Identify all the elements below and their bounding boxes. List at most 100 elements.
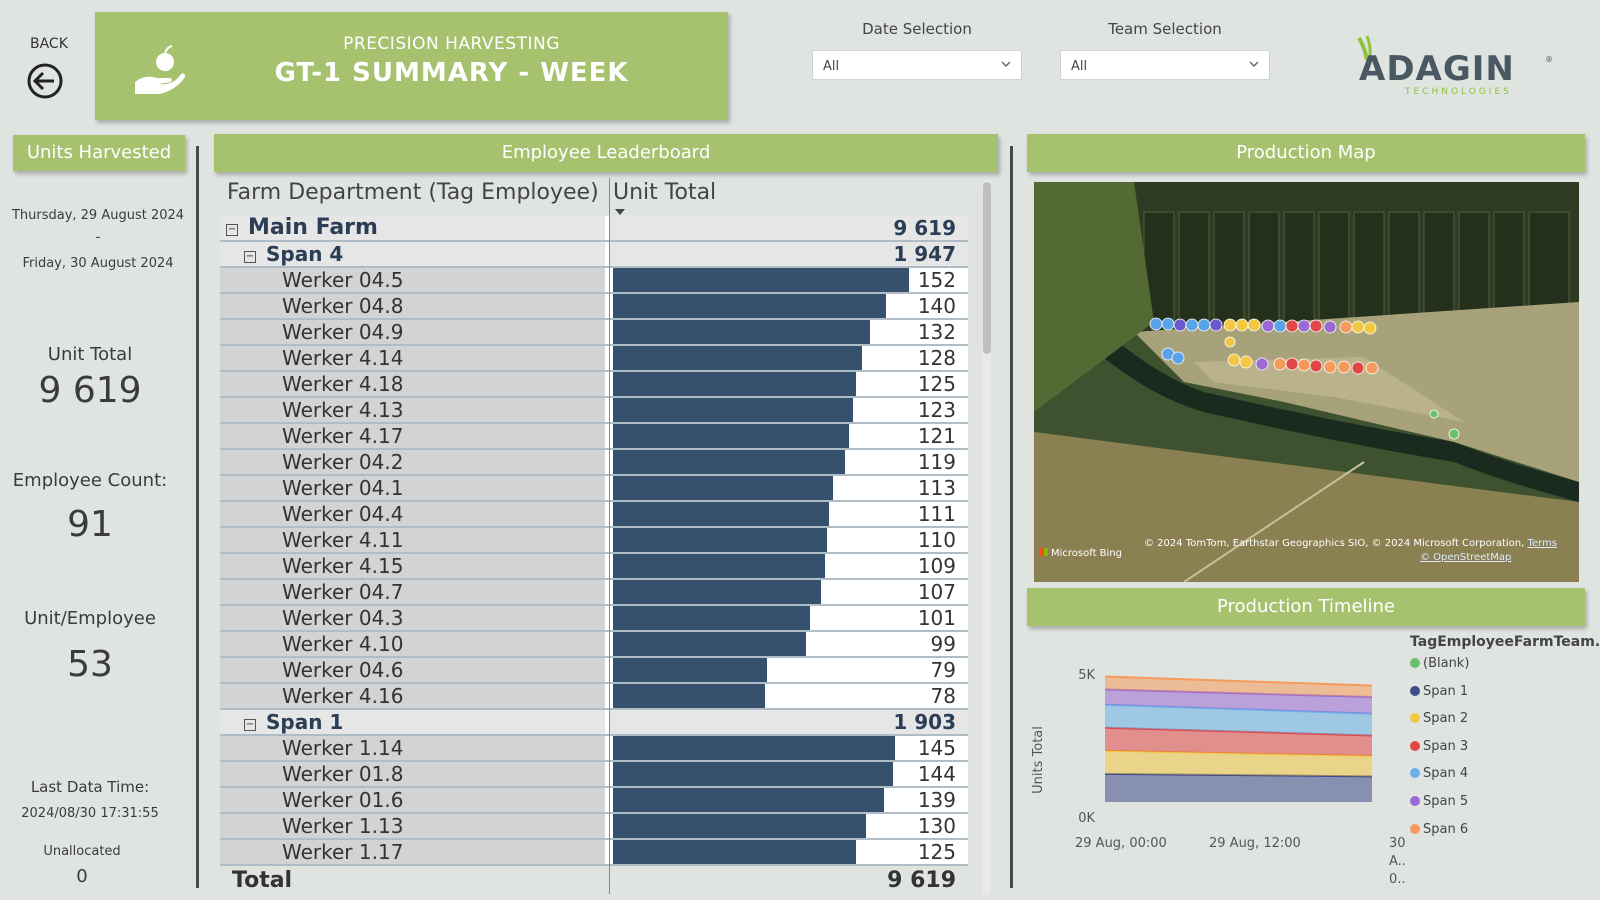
date-separator: - — [95, 230, 101, 245]
row-value: 125 — [917, 372, 956, 396]
employee-leaderboard-table[interactable]: Farm Department (Tag Employee) Unit Tota… — [220, 178, 978, 894]
employee-leaderboard-header: Employee Leaderboard — [214, 134, 998, 172]
group-row[interactable]: − Span 1 1 903 — [220, 710, 968, 736]
unit-total-bar — [613, 346, 862, 370]
unit-total-bar — [613, 320, 870, 344]
table-row[interactable]: Werker 01.6 139 — [220, 788, 968, 814]
table-row[interactable]: Werker 04.1 113 — [220, 476, 968, 502]
row-label: Werker 4.18 — [282, 372, 404, 396]
row-value-cell: 107 — [609, 580, 968, 604]
row-name: Werker 04.3 — [220, 606, 605, 630]
legend-item[interactable]: (Blank) — [1410, 656, 1469, 671]
legend-item[interactable]: Span 3 — [1410, 739, 1468, 754]
map-terms-link[interactable]: Terms — [1527, 538, 1557, 549]
row-name: Werker 04.9 — [220, 320, 605, 344]
row-value: 113 — [917, 476, 956, 500]
row-label: Werker 04.4 — [282, 502, 404, 526]
row-value: 132 — [917, 320, 956, 344]
row-value-cell: 144 — [609, 762, 968, 786]
sort-descending-icon[interactable] — [614, 208, 626, 216]
group-row[interactable]: − Main Farm 9 619 — [220, 216, 968, 242]
row-value-cell: 99 — [609, 632, 968, 656]
table-row[interactable]: Werker 4.16 78 — [220, 684, 968, 710]
row-label: Main Farm — [248, 215, 378, 240]
collapse-icon[interactable]: − — [244, 719, 256, 731]
column-header-farm-department[interactable]: Farm Department (Tag Employee) — [227, 180, 599, 205]
table-row[interactable]: Werker 04.4 111 — [220, 502, 968, 528]
legend-item[interactable]: Span 2 — [1410, 711, 1468, 726]
table-row[interactable]: Werker 1.14 145 — [220, 736, 968, 762]
table-row[interactable]: Werker 4.14 128 — [220, 346, 968, 372]
row-value-cell: 111 — [609, 502, 968, 526]
collapse-icon[interactable]: − — [226, 224, 238, 236]
row-value-cell: 113 — [609, 476, 968, 500]
row-value-cell: 1 947 — [609, 242, 968, 266]
table-row[interactable]: Werker 04.6 79 — [220, 658, 968, 684]
date-to: Friday, 30 August 2024 — [22, 256, 174, 271]
leaderboard-scrollbar-thumb[interactable] — [983, 182, 991, 354]
row-label: Werker 4.11 — [282, 528, 404, 552]
table-row[interactable]: Werker 04.8 140 — [220, 294, 968, 320]
leaderboard-scrollbar[interactable] — [983, 180, 991, 895]
table-row[interactable]: Werker 01.8 144 — [220, 762, 968, 788]
row-value-cell: 132 — [609, 320, 968, 344]
unit-total-bar — [613, 788, 884, 812]
legend-marker — [1410, 796, 1420, 806]
title-banner: PRECISION HARVESTING GT-1 SUMMARY - WEEK — [95, 12, 728, 120]
osm-link[interactable]: © OpenStreetMap — [1420, 552, 1512, 563]
table-row[interactable]: Werker 4.11 110 — [220, 528, 968, 554]
table-row[interactable]: Werker 04.3 101 — [220, 606, 968, 632]
table-row[interactable]: Werker 4.18 125 — [220, 372, 968, 398]
table-row[interactable]: Werker 1.17 125 — [220, 840, 968, 866]
date-selection-dropdown[interactable]: All — [812, 50, 1022, 80]
row-name: Werker 4.18 — [220, 372, 605, 396]
row-value: 123 — [917, 398, 956, 422]
group-row[interactable]: − Span 4 1 947 — [220, 242, 968, 268]
legend-item[interactable]: Span 6 — [1410, 822, 1468, 837]
row-label: Werker 04.9 — [282, 320, 404, 344]
legend-item[interactable]: Span 4 — [1410, 766, 1468, 781]
table-row[interactable]: Werker 4.10 99 — [220, 632, 968, 658]
date-from: Thursday, 29 August 2024 — [11, 208, 185, 223]
row-value-cell: 130 — [609, 814, 968, 838]
team-selection-label: Team Selection — [1108, 20, 1222, 38]
units-harvested-header: Units Harvested — [13, 135, 185, 171]
unit-total-bar — [613, 814, 866, 838]
table-row[interactable]: Werker 04.2 119 — [220, 450, 968, 476]
row-name: Werker 4.15 — [220, 554, 605, 578]
row-label: Werker 4.13 — [282, 398, 404, 422]
table-row[interactable]: Werker 1.13 130 — [220, 814, 968, 840]
row-value: 144 — [917, 762, 956, 786]
production-timeline-chart[interactable]: Units Total 5K 0K 29 Aug, 00:00 29 Aug, … — [1027, 640, 1407, 900]
dashboard-subtitle: PRECISION HARVESTING — [343, 34, 560, 54]
row-name: Werker 04.7 — [220, 580, 605, 604]
legend-label: Span 2 — [1423, 711, 1469, 727]
row-value-cell: 9 619 — [609, 216, 968, 240]
back-button[interactable] — [26, 62, 64, 100]
table-row[interactable]: Werker 4.13 123 — [220, 398, 968, 424]
row-value-cell: 121 — [609, 424, 968, 448]
table-row[interactable]: Werker 04.7 107 — [220, 580, 968, 606]
production-map[interactable]: Microsoft Bing © 2024 TomTom, Earthstar … — [1034, 182, 1579, 583]
area-series-span-2[interactable] — [1105, 750, 1372, 777]
column-header-unit-total[interactable]: Unit Total — [613, 180, 717, 205]
area-series-span-6[interactable] — [1105, 676, 1372, 698]
collapse-icon[interactable]: − — [244, 251, 256, 263]
area-series-span-3[interactable] — [1105, 727, 1372, 756]
row-label: Werker 4.16 — [282, 684, 404, 708]
row-name: Werker 4.10 — [220, 632, 605, 656]
area-series-span-1[interactable] — [1105, 773, 1372, 802]
table-row[interactable]: Werker 4.17 121 — [220, 424, 968, 450]
table-row[interactable]: Werker 04.5 152 — [220, 268, 968, 294]
legend-item[interactable]: Span 1 — [1410, 684, 1468, 699]
row-label: Werker 04.6 — [282, 658, 404, 682]
row-label: Werker 4.10 — [282, 632, 404, 656]
row-label: Werker 1.13 — [282, 814, 404, 838]
table-row[interactable]: Werker 4.15 109 — [220, 554, 968, 580]
row-value-cell: 145 — [609, 736, 968, 760]
legend-item[interactable]: Span 5 — [1410, 794, 1468, 809]
unit-total-bar — [613, 398, 853, 422]
dashboard-title: GT-1 SUMMARY - WEEK — [274, 58, 629, 88]
team-selection-dropdown[interactable]: All — [1060, 50, 1270, 80]
table-row[interactable]: Werker 04.9 132 — [220, 320, 968, 346]
